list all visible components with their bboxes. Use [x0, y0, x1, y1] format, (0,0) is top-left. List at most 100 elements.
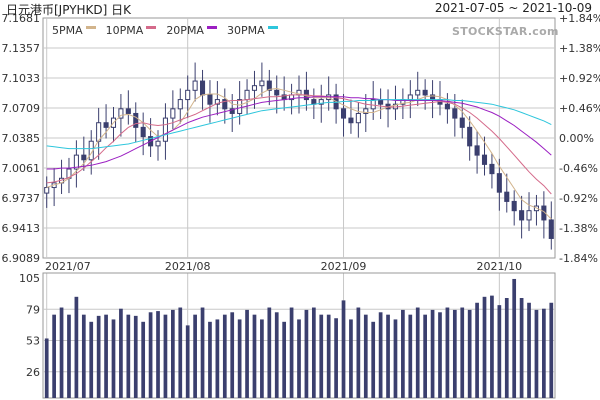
candle-down [348, 117, 354, 124]
volume-bar [452, 309, 457, 398]
candle-up [237, 99, 243, 114]
candle-down [229, 108, 235, 114]
volume-bar [371, 321, 376, 398]
candle-down [222, 99, 228, 110]
volume-bar [245, 309, 249, 398]
candle-up [370, 99, 376, 110]
price-y-tick-label: 7.1357 [2, 42, 41, 55]
volume-bar [289, 307, 294, 398]
price-y-tick-label: 6.9413 [2, 222, 41, 235]
pct-y-tick-label: +0.92% [559, 72, 600, 85]
volume-bar [311, 307, 316, 398]
candle-up [355, 112, 361, 124]
pct-y-tick-label: +1.84% [559, 12, 600, 25]
volume-bar [319, 314, 324, 398]
price-y-tick-label: 6.9737 [2, 192, 41, 205]
volume-bar [126, 314, 131, 398]
volume-bar [208, 321, 212, 398]
volume-bar [497, 305, 502, 398]
candle-up [251, 85, 258, 91]
volume-bar [334, 318, 338, 398]
volume-bar [475, 302, 479, 398]
volume-bar [401, 309, 405, 398]
volume-bar [363, 314, 368, 398]
candle-down [81, 154, 87, 161]
candle-down [519, 210, 525, 221]
x-tick-label: 2021/10 [476, 260, 522, 273]
volume-bar [534, 309, 539, 398]
candle-down [199, 80, 206, 96]
price-y-tick-label: 7.0061 [2, 162, 41, 175]
ma-line-20pma [46, 96, 552, 170]
volume-bar [504, 298, 509, 398]
candle-down [459, 117, 465, 128]
x-tick-label: 2021/08 [165, 260, 211, 273]
candle-down [496, 173, 502, 193]
pct-y-tick-label: -0.92% [559, 192, 598, 205]
legend-item-30pma: 30PMA [227, 24, 278, 37]
volume-bar [67, 314, 71, 398]
candle-down [340, 108, 347, 119]
volume-bar [274, 312, 279, 398]
candle-up [170, 108, 176, 119]
volume-bar [104, 314, 108, 398]
volume-bar [81, 314, 86, 398]
volume-bar [460, 307, 465, 398]
legend-swatch-5pma [85, 26, 96, 29]
candle-up [155, 140, 161, 147]
price-y-tick-label: 7.1033 [2, 72, 41, 85]
volume-bar [52, 314, 56, 398]
volume-bar [215, 319, 220, 398]
candle-up [44, 187, 50, 194]
volume-bar [74, 296, 79, 398]
volume-bar [171, 309, 175, 398]
volume-bar [193, 314, 197, 398]
volume-y-tick-label: 79 [26, 303, 40, 316]
volume-bar [237, 319, 242, 398]
candle-down [125, 108, 131, 114]
legend-item-10pma: 10PMA [106, 24, 157, 37]
volume-bar [430, 309, 435, 398]
volume-bar [438, 312, 442, 398]
volume-bar [304, 309, 309, 398]
volume-bar [260, 319, 264, 398]
volume-bar [512, 278, 517, 398]
volume-bar [133, 315, 138, 398]
x-tick-label: 2021/09 [321, 260, 367, 273]
candle-up [162, 117, 168, 142]
candle-down [133, 112, 139, 128]
volume-bar [96, 315, 101, 398]
volume-bar [341, 300, 346, 398]
volume-bar [141, 321, 146, 398]
candle-up [118, 108, 124, 119]
volume-bar [282, 321, 287, 398]
volume-bar [490, 295, 494, 398]
volume-bar [519, 298, 524, 398]
candle-up [177, 99, 183, 110]
volume-bar [200, 307, 205, 398]
legend-item-20pma: 20PMA [166, 24, 217, 37]
price-y-tick-label: 7.0709 [2, 102, 41, 115]
volume-bar [415, 307, 420, 398]
volume-bar [267, 307, 272, 398]
candle-up [192, 80, 198, 91]
volume-bar [185, 325, 190, 398]
candle-down [511, 200, 517, 212]
volume-bar [252, 314, 257, 398]
volume-bar [111, 319, 116, 398]
pct-y-tick-label: +0.46% [559, 102, 600, 115]
volume-bar [156, 311, 160, 398]
volume-bar [163, 314, 168, 398]
ma-line-30pma [46, 99, 552, 150]
x-tick-label: 2021/07 [45, 260, 91, 273]
pct-y-tick-label: -0.46% [559, 162, 598, 175]
legend: 5PMA 10PMA 20PMA 30PMA [52, 24, 278, 37]
volume-bar [408, 314, 413, 398]
legend-item-5pma: 5PMA [52, 24, 96, 37]
watermark: STOCKSTAR.com [452, 25, 559, 38]
candle-down [504, 191, 510, 202]
legend-swatch-30pma [267, 26, 278, 29]
pct-y-tick-label: 0.00% [559, 132, 594, 145]
candle-down [274, 89, 280, 96]
candle-up [318, 99, 324, 105]
